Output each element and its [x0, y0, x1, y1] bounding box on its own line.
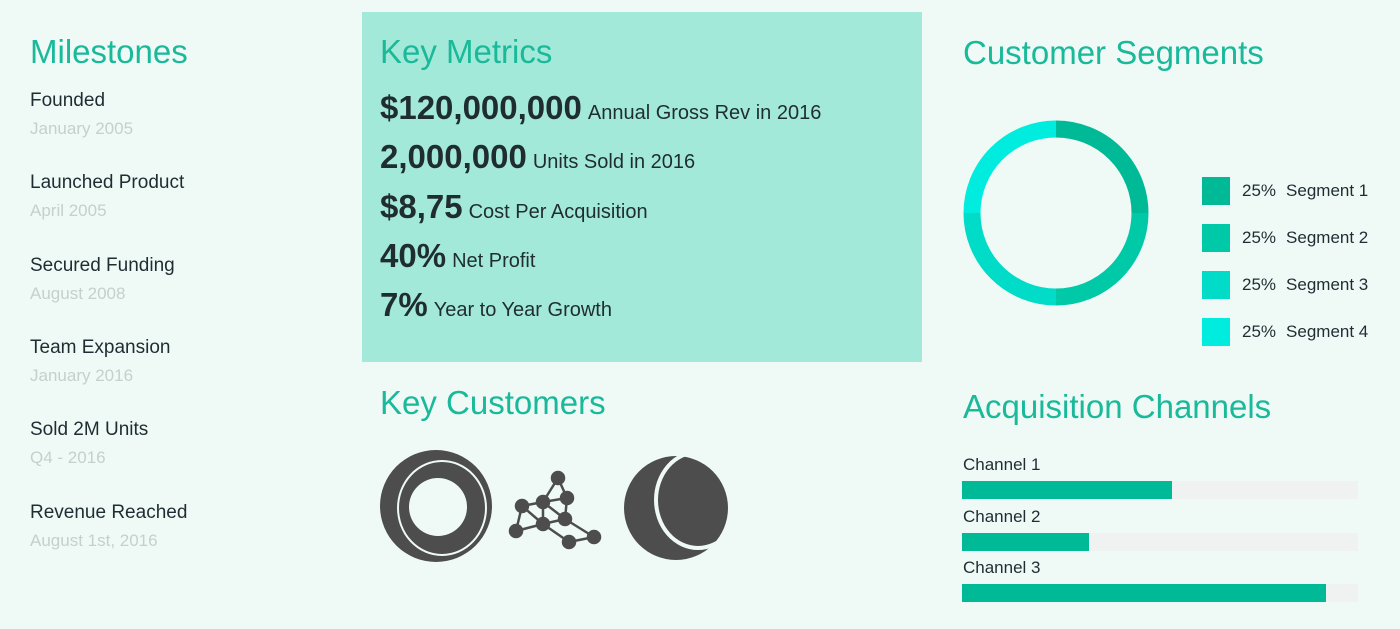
channel-label: Channel 3 [963, 558, 1041, 577]
milestone-date: January 2016 [30, 365, 134, 385]
legend-label: Segment 1 [1286, 181, 1369, 200]
metric-row: 2,000,000 Units Sold in 2016 [380, 138, 695, 176]
milestone-label: Secured Funding [30, 254, 175, 276]
metric-row: $8,75 Cost Per Acquisition [380, 188, 648, 226]
sphere-logo-icon [624, 450, 740, 560]
metric-label: Units Sold in 2016 [532, 151, 696, 174]
legend-percent: 25% [1242, 181, 1277, 200]
milestone-label: Founded [30, 90, 106, 111]
ring-logo-icon [380, 450, 492, 562]
metric-label: Cost Per Acquisition [468, 200, 648, 223]
channel-bar-fill [962, 584, 1327, 602]
metric-value: 7% [380, 286, 428, 324]
milestone-date: April 2005 [30, 201, 107, 221]
donut-slice-4 [963, 120, 1057, 214]
channel-bar-fill [962, 481, 1172, 499]
milestone-label: Team Expansion [30, 336, 171, 358]
legend-swatch [1202, 224, 1230, 252]
donut-slice-2 [1055, 212, 1149, 306]
metric-value: 2,000,000 [380, 138, 527, 176]
legend-item: 25% Segment 1 [1202, 177, 1368, 205]
network-logo-icon [508, 470, 602, 550]
milestone-date: August 2008 [30, 283, 126, 303]
key-metrics-title: Key Metrics [380, 33, 553, 70]
milestone-label: Sold 2M Units [30, 419, 149, 441]
milestone-item: Founded January 2005 [30, 90, 133, 139]
metric-label: Annual Gross Rev in 2016 [587, 102, 822, 124]
legend-label: Segment 4 [1286, 322, 1369, 341]
segments-donut-chart [963, 120, 1149, 306]
donut-slice-3 [963, 212, 1057, 306]
channel-bar-track [962, 532, 1358, 551]
legend-swatch [1202, 177, 1230, 205]
milestone-date: August 1st, 2016 [30, 530, 158, 550]
key-customers-title: Key Customers [380, 384, 606, 421]
metric-label: Year to Year Growth [433, 299, 612, 322]
metric-value: 40% [380, 236, 447, 274]
channel-bar-fill [962, 532, 1089, 551]
milestone-date: Q4 - 2016 [30, 448, 106, 468]
legend-percent: 25% [1242, 228, 1277, 247]
legend-label: Segment 3 [1286, 275, 1369, 294]
legend-swatch [1202, 271, 1230, 299]
channel-label: Channel 1 [963, 455, 1041, 474]
legend-label: Segment 2 [1286, 228, 1369, 247]
legend-swatch [1202, 318, 1230, 346]
channel-bar-track [962, 584, 1358, 602]
key-customers-logos [380, 450, 740, 562]
milestone-date: January 2005 [30, 119, 134, 138]
milestone-item: Launched Product April 2005 [30, 172, 184, 221]
metric-row: $120,000,000 Annual Gross Rev in 2016 [380, 89, 821, 127]
key-metrics-panel: Key Metrics $120,000,000 Annual Gross Rev… [362, 12, 922, 362]
legend-item: 25% Segment 4 [1202, 318, 1368, 346]
channel-label: Channel 2 [963, 506, 1041, 526]
legend-item: 25% Segment 3 [1202, 271, 1368, 299]
customer-segments-title: Customer Segments [963, 34, 1264, 71]
legend-percent: 25% [1242, 275, 1277, 294]
milestone-item: Team Expansion January 2016 [30, 337, 170, 386]
milestone-item: Sold 2M Units Q4 - 2016 [30, 419, 148, 468]
channel-bar-track [962, 481, 1358, 499]
legend-item: 25% Segment 2 [1202, 224, 1368, 252]
metric-value: $120,000,000 [380, 89, 582, 126]
milestones-title: Milestones [30, 33, 188, 70]
donut-slice-1 [1055, 120, 1149, 214]
metric-value: $8,75 [380, 187, 463, 225]
metric-label: Net Profit [452, 249, 536, 272]
milestone-item: Revenue Reached August 1st, 2016 [30, 502, 187, 551]
metric-row: 40% Net Profit [380, 237, 535, 275]
metric-row: 7% Year to Year Growth [380, 286, 612, 324]
acquisition-channels-title: Acquisition Channels [963, 388, 1272, 425]
milestone-item: Secured Funding August 2008 [30, 255, 175, 304]
legend-percent: 25% [1242, 322, 1277, 341]
milestone-label: Launched Product [30, 172, 185, 194]
milestone-label: Revenue Reached [30, 501, 188, 523]
